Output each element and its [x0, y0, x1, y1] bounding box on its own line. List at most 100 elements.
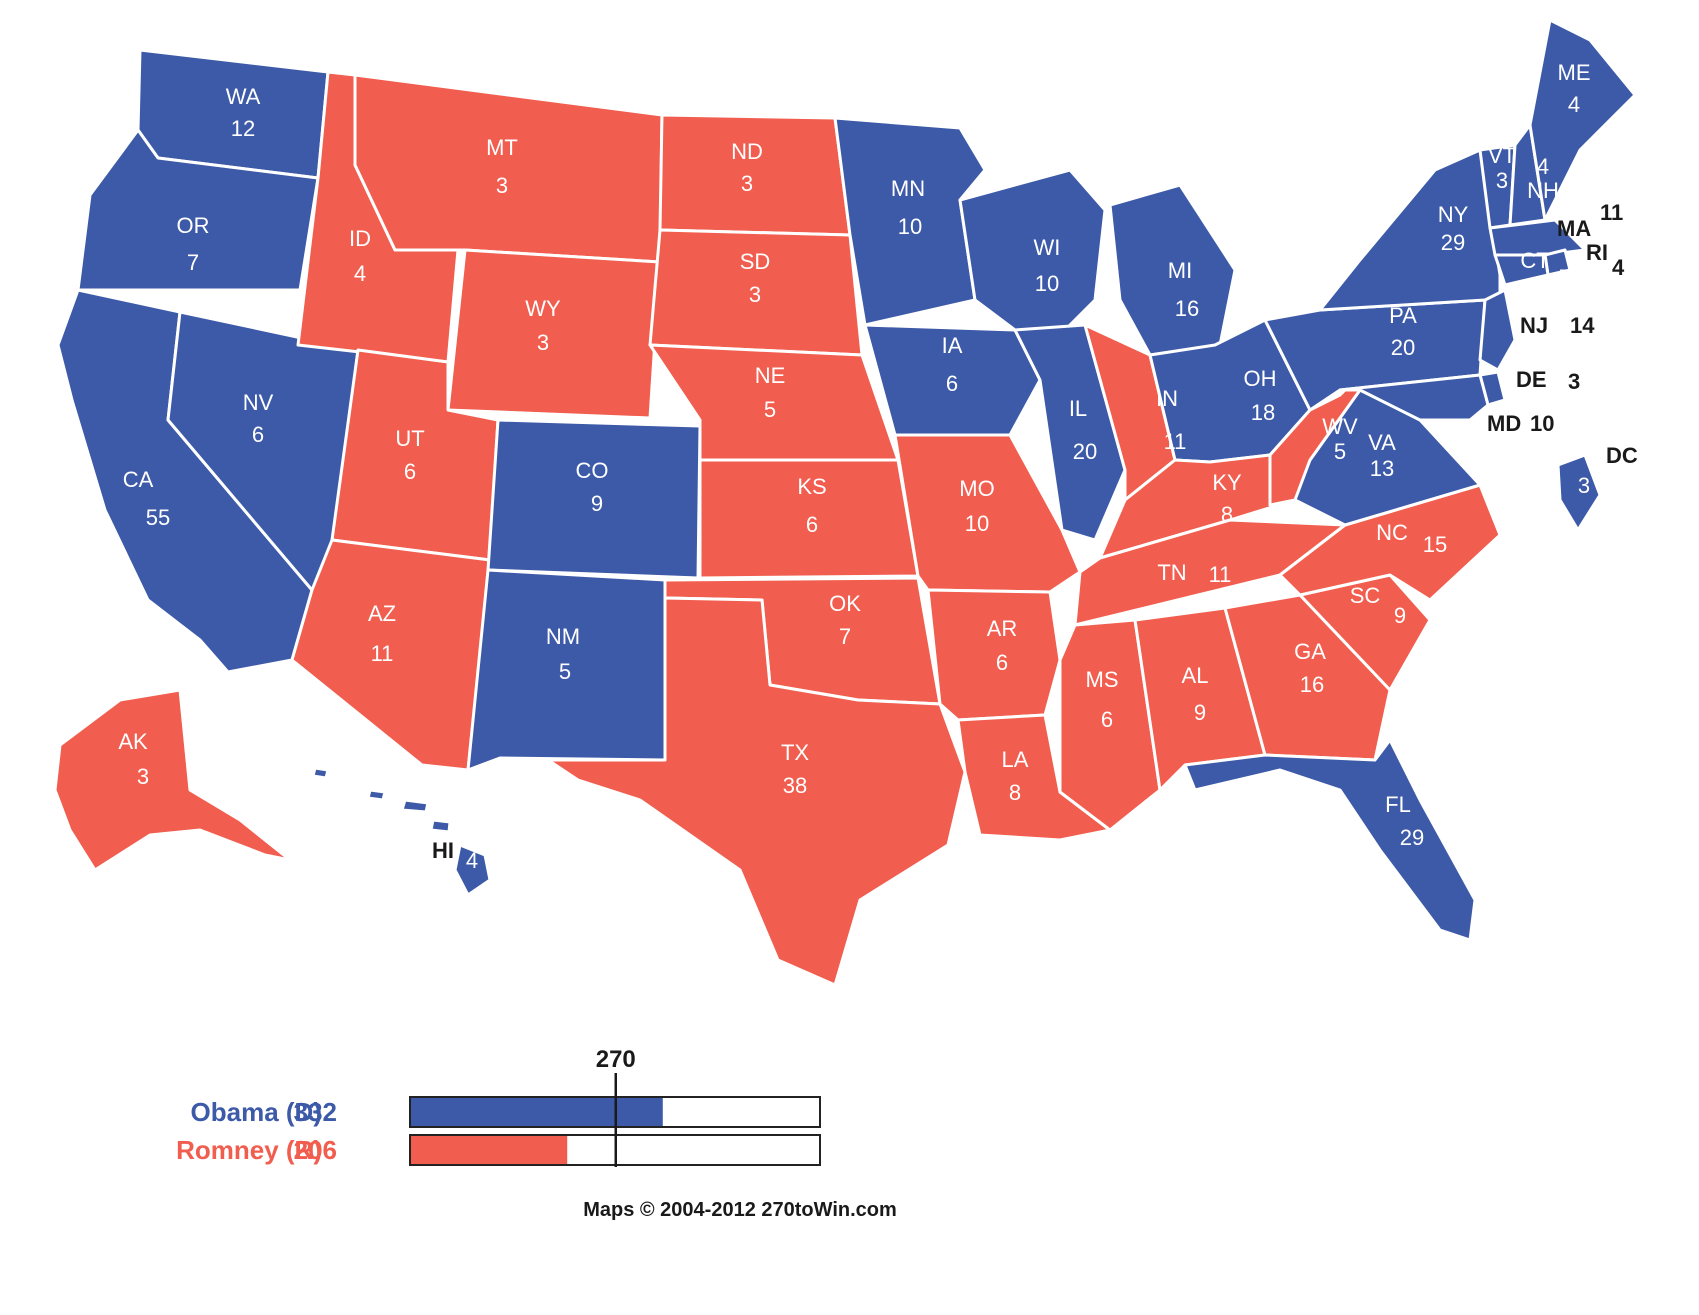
state-abbr-mo: MO: [959, 476, 994, 501]
state-shape-ga[interactable]: [1223, 593, 1392, 762]
state-ev-or: 7: [187, 250, 199, 275]
state-abbr-ia: IA: [942, 333, 963, 358]
state-ev-co: 9: [591, 491, 603, 516]
state-abbr-mn: MN: [891, 176, 925, 201]
legend-bar-fill: [411, 1098, 663, 1126]
state-ev-fl: 29: [1400, 825, 1424, 850]
state-abbr-wa: WA: [226, 84, 261, 109]
state-abbr-ct: CT: [1520, 248, 1549, 273]
state-ev-il: 20: [1073, 439, 1097, 464]
state-abbr-dc: DC: [1606, 443, 1638, 468]
state-abbr-nc: NC: [1376, 520, 1408, 545]
state-or[interactable]: [76, 128, 320, 292]
state-ev-wv: 5: [1334, 439, 1346, 464]
state-abbr-ak: AK: [118, 729, 148, 754]
state-co[interactable]: [486, 418, 702, 580]
state-shape-ak[interactable]: [53, 688, 292, 872]
state-shape-dc[interactable]: [1556, 453, 1602, 532]
state-ev-ct: 7: [1559, 265, 1571, 290]
state-ev-oh: 18: [1251, 400, 1275, 425]
state-dc[interactable]: [1556, 453, 1602, 532]
state-abbr-sd: SD: [740, 249, 771, 274]
state-ev-pa: 20: [1391, 335, 1415, 360]
state-shape-hi[interactable]: [311, 766, 330, 780]
state-shape-la[interactable]: [956, 713, 1112, 842]
state-ev-mo: 10: [965, 511, 989, 536]
state-abbr-nd: ND: [731, 139, 763, 164]
state-abbr-ny: NY: [1438, 202, 1469, 227]
state-ev-id: 4: [354, 261, 366, 286]
state-nj[interactable]: [1478, 288, 1517, 372]
state-shape-ia[interactable]: [863, 323, 1042, 437]
state-ia[interactable]: [863, 323, 1042, 437]
state-ev-tn: 11: [1209, 562, 1232, 587]
state-ev-ma: 11: [1600, 200, 1623, 225]
state-shape-mt[interactable]: [353, 73, 664, 264]
state-abbr-mt: MT: [486, 135, 518, 160]
state-ga[interactable]: [1223, 593, 1392, 762]
state-abbr-in: IN: [1156, 386, 1178, 411]
state-shape-nj[interactable]: [1478, 288, 1517, 372]
state-abbr-al: AL: [1182, 663, 1209, 688]
state-shape-mo[interactable]: [893, 433, 1082, 594]
state-shape-wi[interactable]: [958, 168, 1107, 347]
state-mo[interactable]: [893, 433, 1082, 594]
state-fl[interactable]: [1183, 738, 1477, 942]
state-shape-ct[interactable]: [1493, 253, 1550, 287]
state-hi[interactable]: [311, 766, 492, 897]
state-ev-sc: 9: [1394, 603, 1406, 628]
state-ev-al: 9: [1194, 700, 1206, 725]
state-tx[interactable]: [546, 596, 967, 987]
state-shape-hi[interactable]: [366, 788, 387, 802]
state-la[interactable]: [956, 713, 1112, 842]
map-credit: Maps © 2004-2012 270toWin.com: [583, 1199, 897, 1221]
state-shape-nd[interactable]: [658, 113, 852, 237]
state-ev-mt: 3: [496, 173, 508, 198]
state-abbr-wi: WI: [1034, 235, 1061, 260]
state-ev-va: 13: [1370, 456, 1394, 481]
legend-candidate-votes: 332: [294, 1097, 337, 1127]
state-ev-ri: 4: [1612, 255, 1625, 280]
state-ev-nm: 5: [559, 659, 571, 684]
state-abbr-wv: WV: [1322, 414, 1358, 439]
state-abbr-mi: MI: [1168, 258, 1192, 283]
state-ar[interactable]: [926, 588, 1062, 722]
state-shapes: [53, 18, 1637, 987]
state-shape-tx[interactable]: [546, 596, 967, 987]
state-shape-ar[interactable]: [926, 588, 1062, 722]
state-shape-hi[interactable]: [453, 843, 492, 897]
state-shape-hi[interactable]: [429, 818, 452, 834]
state-ev-mn: 10: [898, 214, 922, 239]
state-shape-md[interactable]: [1338, 373, 1490, 422]
state-ct[interactable]: [1493, 253, 1550, 287]
state-shape-fl[interactable]: [1183, 738, 1477, 942]
state-ak[interactable]: [53, 688, 292, 872]
state-ev-ut: 6: [404, 459, 416, 484]
legend-row-democrat: Obama (D)332: [191, 1096, 821, 1128]
state-abbr-nv: NV: [243, 390, 274, 415]
state-abbr-hi: HI: [432, 838, 454, 863]
state-wi[interactable]: [958, 168, 1107, 347]
threshold-label: 270: [596, 1046, 636, 1073]
state-abbr-fl: FL: [1385, 792, 1411, 817]
state-abbr-az: AZ: [368, 601, 396, 626]
state-shape-co[interactable]: [486, 418, 702, 580]
state-mt[interactable]: [353, 73, 664, 264]
state-ev-wy: 3: [537, 330, 549, 355]
state-abbr-la: LA: [1002, 747, 1029, 772]
state-ev-ky: 8: [1221, 502, 1233, 527]
legend: Obama (D)332 Romney (R)206 270: [176, 1046, 821, 1167]
state-nd[interactable]: [658, 113, 852, 237]
state-abbr-ca: CA: [123, 467, 154, 492]
state-ev-ia: 6: [946, 371, 958, 396]
state-ev-ak: 3: [137, 764, 149, 789]
state-md[interactable]: [1338, 373, 1490, 422]
state-shape-wy[interactable]: [446, 248, 662, 420]
state-abbr-ky: KY: [1212, 470, 1242, 495]
state-shape-or[interactable]: [76, 128, 320, 292]
state-wy[interactable]: [446, 248, 662, 420]
state-shape-hi[interactable]: [400, 798, 430, 814]
state-ev-nj: 14: [1570, 313, 1595, 338]
